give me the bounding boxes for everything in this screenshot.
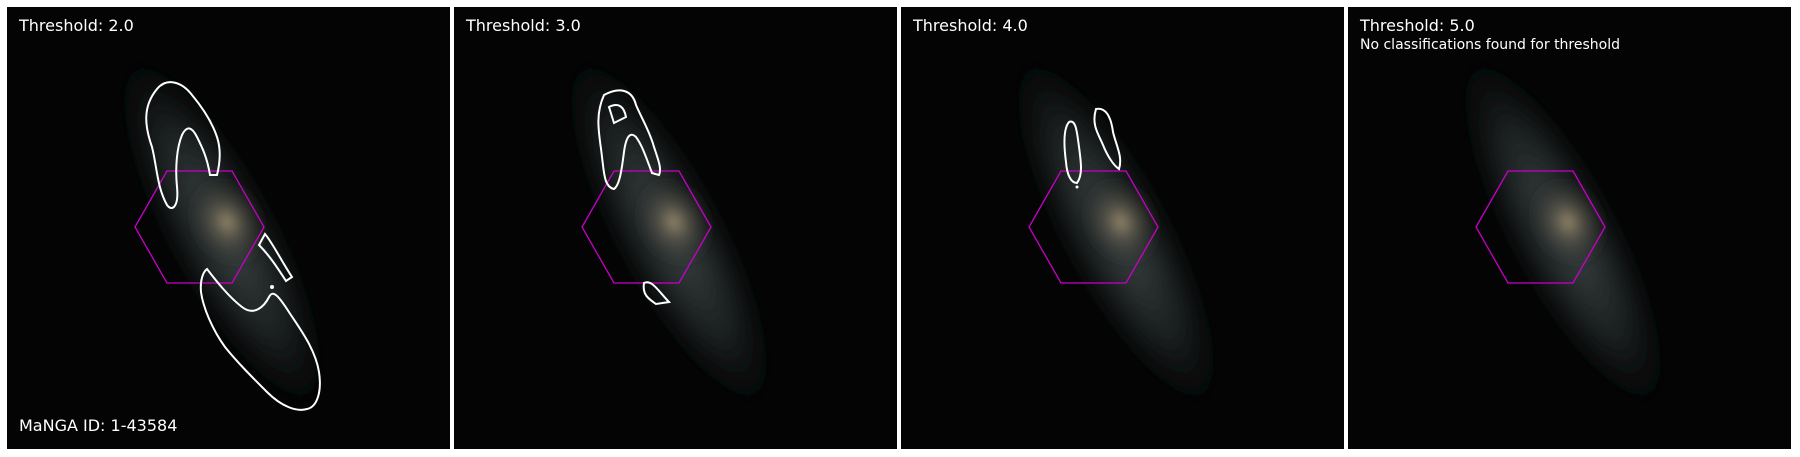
panel-threshold-5: Threshold: 5.0 No classifications found … — [1348, 7, 1791, 449]
threshold-label: Threshold: 4.0 — [913, 16, 1028, 35]
contour-inner — [607, 104, 628, 125]
galaxy-image — [1002, 40, 1230, 424]
contour-upper — [145, 81, 221, 209]
galaxy-image — [1449, 40, 1677, 424]
panel-threshold-4: Threshold: 4.0 — [901, 7, 1344, 449]
ifu-hexagon — [134, 170, 265, 284]
threshold-label: Threshold: 3.0 — [466, 16, 581, 35]
ifu-hexagon — [1028, 170, 1159, 284]
ifu-hexagon — [581, 170, 712, 284]
contour-left — [1063, 120, 1082, 185]
manga-id-label: MaNGA ID: 1-43584 — [19, 416, 178, 435]
ifu-hexagon — [1475, 170, 1606, 284]
contour-lower — [642, 281, 672, 306]
contour-right — [1093, 107, 1122, 171]
no-classifications-note: No classifications found for threshold — [1360, 37, 1620, 53]
panel-threshold-2: Threshold: 2.0 MaNGA ID: 1-43584 — [7, 7, 450, 449]
galaxy-image — [555, 40, 783, 424]
threshold-label: Threshold: 5.0 — [1360, 16, 1475, 35]
contour-upper — [597, 89, 662, 191]
contour-right — [257, 232, 294, 283]
contour-lower — [199, 267, 321, 411]
threshold-label: Threshold: 2.0 — [19, 16, 134, 35]
galaxy-image — [108, 40, 336, 424]
panel-threshold-3: Threshold: 3.0 — [454, 7, 897, 449]
